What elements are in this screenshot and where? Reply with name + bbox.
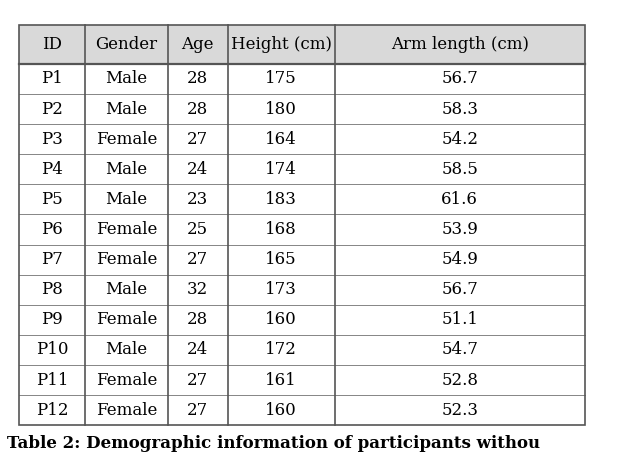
Text: P11: P11 bbox=[36, 371, 68, 389]
Text: 160: 160 bbox=[265, 402, 297, 418]
Text: P2: P2 bbox=[41, 101, 63, 117]
Text: 58.5: 58.5 bbox=[441, 161, 478, 178]
Text: 175: 175 bbox=[265, 70, 297, 88]
Text: 54.2: 54.2 bbox=[441, 130, 478, 148]
Text: P10: P10 bbox=[36, 342, 68, 358]
Text: ID: ID bbox=[42, 36, 62, 53]
Text: P9: P9 bbox=[41, 311, 63, 329]
Text: 52.8: 52.8 bbox=[441, 371, 478, 389]
Text: 53.9: 53.9 bbox=[441, 221, 478, 238]
Text: 172: 172 bbox=[265, 342, 297, 358]
Text: 173: 173 bbox=[265, 281, 297, 298]
Text: Female: Female bbox=[96, 130, 157, 148]
Text: Male: Male bbox=[106, 101, 147, 117]
Text: 161: 161 bbox=[265, 371, 297, 389]
Text: 27: 27 bbox=[187, 371, 209, 389]
Text: 51.1: 51.1 bbox=[441, 311, 478, 329]
Text: 28: 28 bbox=[187, 70, 209, 88]
Text: 32: 32 bbox=[187, 281, 209, 298]
Text: 168: 168 bbox=[265, 221, 297, 238]
Text: 160: 160 bbox=[265, 311, 297, 329]
Text: 23: 23 bbox=[187, 191, 209, 208]
Text: Female: Female bbox=[96, 402, 157, 418]
Text: P7: P7 bbox=[41, 251, 63, 268]
Text: 183: 183 bbox=[265, 191, 297, 208]
Text: 52.3: 52.3 bbox=[441, 402, 478, 418]
Text: 174: 174 bbox=[265, 161, 297, 178]
Bar bbox=[19, 25, 584, 64]
Text: Female: Female bbox=[96, 221, 157, 238]
Text: 27: 27 bbox=[187, 402, 209, 418]
Text: Age: Age bbox=[182, 36, 214, 53]
Text: Arm length (cm): Arm length (cm) bbox=[390, 36, 529, 53]
Text: 25: 25 bbox=[188, 221, 209, 238]
Text: 56.7: 56.7 bbox=[441, 281, 478, 298]
Text: P6: P6 bbox=[41, 221, 63, 238]
Text: P12: P12 bbox=[36, 402, 68, 418]
Text: Male: Male bbox=[106, 70, 147, 88]
Text: P8: P8 bbox=[41, 281, 63, 298]
Text: Male: Male bbox=[106, 161, 147, 178]
Text: 61.6: 61.6 bbox=[441, 191, 478, 208]
Text: 54.9: 54.9 bbox=[441, 251, 478, 268]
Text: 24: 24 bbox=[187, 161, 209, 178]
Text: P4: P4 bbox=[41, 161, 63, 178]
Text: 164: 164 bbox=[265, 130, 297, 148]
Text: 28: 28 bbox=[187, 101, 209, 117]
Text: P1: P1 bbox=[41, 70, 63, 88]
Text: 27: 27 bbox=[187, 251, 209, 268]
Text: 165: 165 bbox=[266, 251, 297, 268]
Text: 58.3: 58.3 bbox=[441, 101, 478, 117]
Text: Height (cm): Height (cm) bbox=[230, 36, 332, 53]
Text: P3: P3 bbox=[41, 130, 63, 148]
Text: Male: Male bbox=[106, 191, 147, 208]
Text: Table 2: Demographic information of participants withou: Table 2: Demographic information of part… bbox=[7, 435, 540, 452]
Text: Gender: Gender bbox=[95, 36, 157, 53]
Text: Female: Female bbox=[96, 251, 157, 268]
Text: Male: Male bbox=[106, 281, 147, 298]
Text: 180: 180 bbox=[265, 101, 297, 117]
Text: 24: 24 bbox=[187, 342, 209, 358]
Text: P5: P5 bbox=[41, 191, 63, 208]
Bar bbox=[19, 25, 584, 425]
Text: 54.7: 54.7 bbox=[441, 342, 478, 358]
Text: Female: Female bbox=[96, 311, 157, 329]
Text: 56.7: 56.7 bbox=[441, 70, 478, 88]
Text: Female: Female bbox=[96, 371, 157, 389]
Text: Male: Male bbox=[106, 342, 147, 358]
Text: 28: 28 bbox=[187, 311, 209, 329]
Text: 27: 27 bbox=[187, 130, 209, 148]
